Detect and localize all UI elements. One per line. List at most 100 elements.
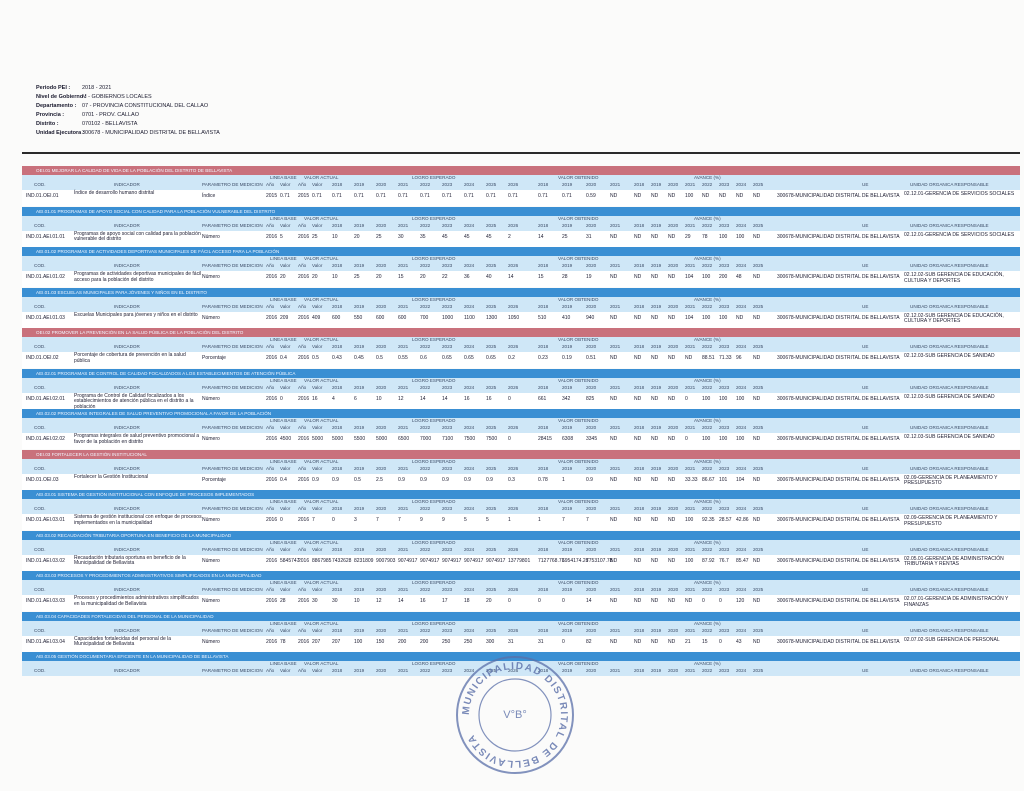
column-header: LOGRO ESPERADO (412, 539, 456, 545)
obtained-value: 19 (586, 274, 592, 280)
column-header: 2021 (685, 263, 696, 268)
objective-band: AEI.01.01 PROGRAMAS DE APOYO SOCIAL CON … (22, 206, 1020, 216)
column-header: 2025 (753, 546, 764, 552)
column-header: AVANCE (%) (694, 256, 721, 261)
column-header: Valor (280, 222, 291, 228)
column-header: UE (862, 506, 869, 511)
progress-value: 15 (702, 638, 708, 645)
column-header: 2024 (736, 546, 747, 552)
expected-value: 10 (332, 274, 338, 280)
progress-value: ND (702, 193, 710, 199)
column-header: 2018 (538, 263, 549, 268)
column-header: VALOR OBTENIDO (558, 418, 599, 423)
column-header: 2025 (486, 506, 497, 511)
expected-value: 25 (354, 274, 360, 280)
column-header: Valor (312, 182, 323, 187)
column-header: 2021 (398, 384, 409, 390)
column-header: 2024 (736, 344, 747, 349)
expected-value: 0.65 (486, 355, 496, 361)
indicator-code: IND.01.AEI.01.02 (26, 274, 65, 280)
column-header: 2020 (586, 668, 597, 673)
column-header: 2018 (634, 182, 645, 187)
progress-value: ND (668, 476, 676, 483)
column-header: 2019 (651, 303, 662, 309)
expected-value: 300 (486, 638, 495, 645)
obtained-value: ND (610, 436, 618, 442)
column-header: 2021 (685, 303, 696, 309)
column-header: Año (266, 546, 275, 552)
measure-parameter: Número (202, 598, 220, 604)
field-label: Departamento : (36, 103, 77, 109)
progress-value: 0 (685, 436, 688, 442)
column-header: LINEA BASE (270, 539, 297, 545)
column-header: 2024 (464, 344, 475, 349)
expected-value: 6500 (398, 436, 410, 442)
expected-value: 0.71 (376, 193, 386, 199)
column-header: Valor (312, 465, 323, 471)
column-header: UNIDAD ORGANICA RESPONSABLE (910, 344, 989, 349)
column-header: PARAMETRO DE MEDICION (202, 384, 263, 390)
data-row: IND.01.AEI.01.01 Programas de apoyo socia… (22, 230, 1020, 247)
progress-value: 104 (685, 274, 694, 280)
indicator-name: Programas de apoyo social con calidad pa… (74, 230, 201, 242)
obtained-value: ND (610, 557, 618, 564)
column-header: LINEA BASE (270, 418, 297, 423)
expected-value: 0.71 (486, 193, 496, 199)
header-row: COD. INDICADOR PARAMETRO DE MEDICION LINEA … (22, 377, 1020, 393)
expected-value: 700 (420, 314, 429, 321)
expected-value: 9 (442, 517, 445, 523)
column-header: 2019 (562, 587, 573, 592)
column-header: 2018 (634, 303, 645, 309)
obtained-value: ND (610, 314, 618, 321)
column-header: AVANCE (%) (694, 175, 721, 180)
current-value: 8867985 (312, 557, 332, 564)
progress-value: ND (634, 395, 642, 402)
baseline-value: 5 (280, 233, 283, 240)
expected-value: 250 (442, 638, 451, 645)
column-header: 2024 (736, 425, 747, 430)
column-header: LOGRO ESPERADO (412, 620, 456, 626)
column-header: COD. (34, 546, 46, 552)
column-header: 2019 (354, 263, 365, 268)
column-header: COD. (34, 506, 46, 511)
column-header: 2022 (420, 425, 431, 430)
obtained-value: ND (610, 233, 618, 240)
baseline-year: 2016 (266, 638, 278, 645)
column-header: 2018 (634, 263, 645, 268)
expected-value: 5000 (332, 436, 344, 442)
column-header: UE (862, 263, 869, 268)
obtained-value: 0.9 (586, 476, 593, 483)
progress-value: 100 (719, 436, 728, 442)
column-header: Año (298, 425, 307, 430)
column-header: COD. (34, 263, 46, 268)
column-header: 2019 (651, 263, 662, 268)
data-row: IND.01.AEI.01.02 Programas de actividades… (22, 271, 1020, 287)
column-header: 2024 (736, 303, 747, 309)
column-header: 2020 (586, 384, 597, 390)
column-header: 2023 (719, 222, 730, 228)
column-header: 2022 (420, 384, 431, 390)
expected-value: 1050 (508, 314, 520, 321)
stamp: MUNICIPALIDAD DISTRITAL DE BELLAVISTA V°… (456, 656, 574, 774)
column-header: COD. (34, 384, 46, 390)
column-header: 2021 (398, 546, 409, 552)
column-header: 2022 (420, 263, 431, 268)
column-header: INDICADOR (114, 303, 140, 309)
column-header: 2025 (753, 425, 764, 430)
column-header: 2026 (508, 506, 519, 511)
column-header: 2023 (719, 668, 730, 673)
column-header: UE (862, 384, 869, 390)
expected-value: 10 (354, 598, 360, 604)
header-row: COD. INDICADOR PARAMETRO DE MEDICION LINEA … (22, 499, 1020, 514)
expected-value: 2 (508, 233, 511, 240)
expected-value: 0.71 (442, 193, 452, 199)
obtained-value: 0.51 (586, 355, 596, 361)
executing-unit: 300678-MUNICIPALIDAD DISTRITAL DE BELLAV… (777, 233, 900, 240)
column-header: Año (266, 384, 275, 390)
progress-value: 120 (736, 598, 745, 604)
baseline-value: 4500 (280, 436, 292, 442)
expected-value: 200 (420, 638, 429, 645)
current-value: 20 (312, 274, 318, 280)
column-header: AVANCE (%) (694, 580, 721, 585)
column-header: 2019 (562, 465, 573, 471)
